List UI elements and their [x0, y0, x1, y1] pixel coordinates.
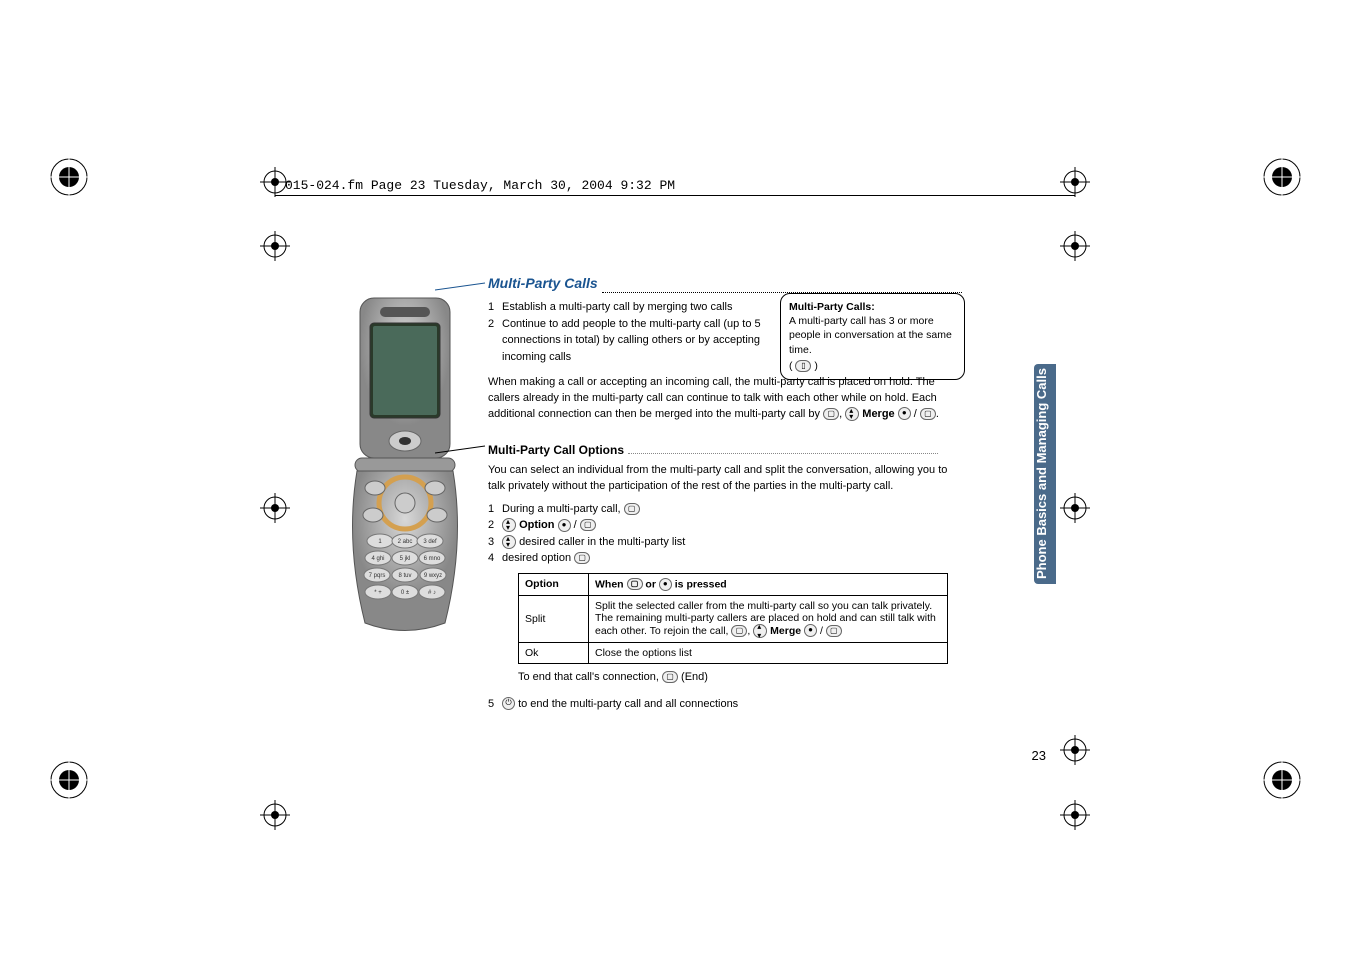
col-option: Option [519, 573, 589, 595]
reg-mark-br [1260, 758, 1304, 807]
reg-mark-tl [47, 155, 91, 204]
pointer-line [435, 280, 495, 300]
svg-text:0 ±: 0 ± [401, 590, 410, 596]
center-key-icon: ● [659, 578, 672, 591]
softkey-icon: ▢ [920, 408, 936, 420]
cell-desc: Close the options list [589, 642, 948, 663]
softkey-icon: ▢ [624, 503, 640, 515]
softkey-icon: ▢ [627, 578, 643, 590]
svg-text:5 jkl: 5 jkl [400, 556, 411, 562]
nav-icon [753, 624, 767, 638]
svg-text:* +: * + [374, 590, 382, 596]
svg-text:6 mno: 6 mno [424, 556, 441, 562]
cell-option: Split [519, 595, 589, 642]
crop-target [260, 231, 290, 266]
header-rule [275, 195, 1075, 196]
merge-label: Merge [770, 624, 801, 636]
opt-step-4: 4desired option ▢ [488, 550, 963, 567]
subsection-title: Multi-Party Call Options [488, 443, 624, 457]
table-header-row: Option When ▢ or ● is pressed [519, 573, 948, 595]
crop-target [260, 800, 290, 835]
center-key-icon: ● [898, 407, 911, 420]
opt-step-3: 3 desired caller in the multi-party list [488, 534, 963, 551]
svg-text:# ♪: # ♪ [428, 590, 436, 596]
cell-option: Ok [519, 642, 589, 663]
center-key-icon: ● [558, 519, 571, 532]
svg-text:2 abc: 2 abc [398, 539, 413, 545]
options-table: Option When ▢ or ● is pressed Split Spli… [518, 573, 948, 664]
merge-paragraph: When making a call or accepting an incom… [488, 375, 963, 423]
crop-target [1060, 231, 1090, 266]
end-connection-text: To end that call's connection, ▢ (End) [518, 670, 963, 686]
pointer-line [435, 443, 495, 463]
nav-icon [502, 535, 516, 549]
reg-mark-tr [1260, 155, 1304, 204]
opt-step-2: 2 Option ● / ▢ [488, 517, 963, 534]
end-label: (End) [681, 671, 708, 683]
step-text: Continue to add people to the multi-part… [502, 316, 768, 366]
step-text: During a multi-party call, [502, 503, 621, 515]
reg-mark-bl [47, 758, 91, 807]
svg-text:3 def: 3 def [423, 539, 437, 545]
crop-target [1060, 735, 1090, 770]
hdr-text: is pressed [675, 578, 727, 590]
cell-desc: Split the selected caller from the multi… [589, 595, 948, 642]
svg-text:9 wxyz: 9 wxyz [424, 573, 442, 579]
svg-text:8 tuv: 8 tuv [398, 573, 411, 579]
crop-target [260, 493, 290, 528]
step-text: to end the multi-party call and all conn… [518, 698, 738, 710]
side-tab: Phone Basics and Managing Calls [1034, 364, 1056, 584]
center-key-icon: ● [804, 624, 817, 637]
softkey-icon: ▢ [574, 552, 590, 564]
opt-step-1: 1During a multi-party call, ▢ [488, 501, 963, 518]
main-content: Multi-Party Calls 1Establish a multi-par… [488, 275, 963, 712]
col-action: When ▢ or ● is pressed [589, 573, 948, 595]
crop-target [1060, 493, 1090, 528]
frame-header: 015-024.fm Page 23 Tuesday, March 30, 20… [285, 178, 675, 193]
hdr-text: When [595, 578, 624, 590]
end-key-icon: ⏻ [502, 697, 515, 710]
side-tab-label: Phone Basics and Managing Calls [1034, 364, 1049, 584]
step-text: Option [519, 519, 554, 531]
text: To end that call's connection, [518, 671, 659, 683]
subsection-intro: You can select an individual from the mu… [488, 463, 963, 495]
table-row: Split Split the selected caller from the… [519, 595, 948, 642]
svg-text:7 pqrs: 7 pqrs [369, 573, 386, 579]
table-row: Ok Close the options list [519, 642, 948, 663]
softkey-icon: ▢ [580, 519, 596, 531]
svg-text:4 ghi: 4 ghi [371, 556, 384, 562]
step-2: 2Continue to add people to the multi-par… [488, 316, 768, 366]
subsection-heading: Multi-Party Call Options [488, 441, 963, 459]
nav-icon [845, 407, 859, 421]
step-text: desired option [502, 552, 571, 564]
crop-target [1060, 800, 1090, 835]
step-1: 1Establish a multi-party call by merging… [488, 299, 768, 316]
phone-illustration: 12 abc3 def 4 ghi5 jkl6 mno 7 pqrs8 tuv9… [335, 293, 475, 633]
section-heading: Multi-Party Calls [488, 275, 963, 293]
merge-label: Merge [862, 408, 894, 420]
section-title: Multi-Party Calls [488, 275, 598, 291]
crop-target [1060, 167, 1090, 202]
page-number: 23 [1032, 748, 1046, 763]
softkey-icon: ▢ [826, 625, 842, 637]
step-text: Establish a multi-party call by merging … [502, 301, 732, 313]
softkey-icon: ▢ [823, 408, 839, 420]
step-text: desired caller in the multi-party list [519, 536, 685, 548]
nav-icon [502, 518, 516, 532]
opt-step-5: 5⏻ to end the multi-party call and all c… [488, 696, 963, 713]
softkey-icon: ▢ [662, 671, 678, 683]
softkey-icon: ▢ [731, 625, 747, 637]
hdr-text: or [645, 578, 656, 590]
